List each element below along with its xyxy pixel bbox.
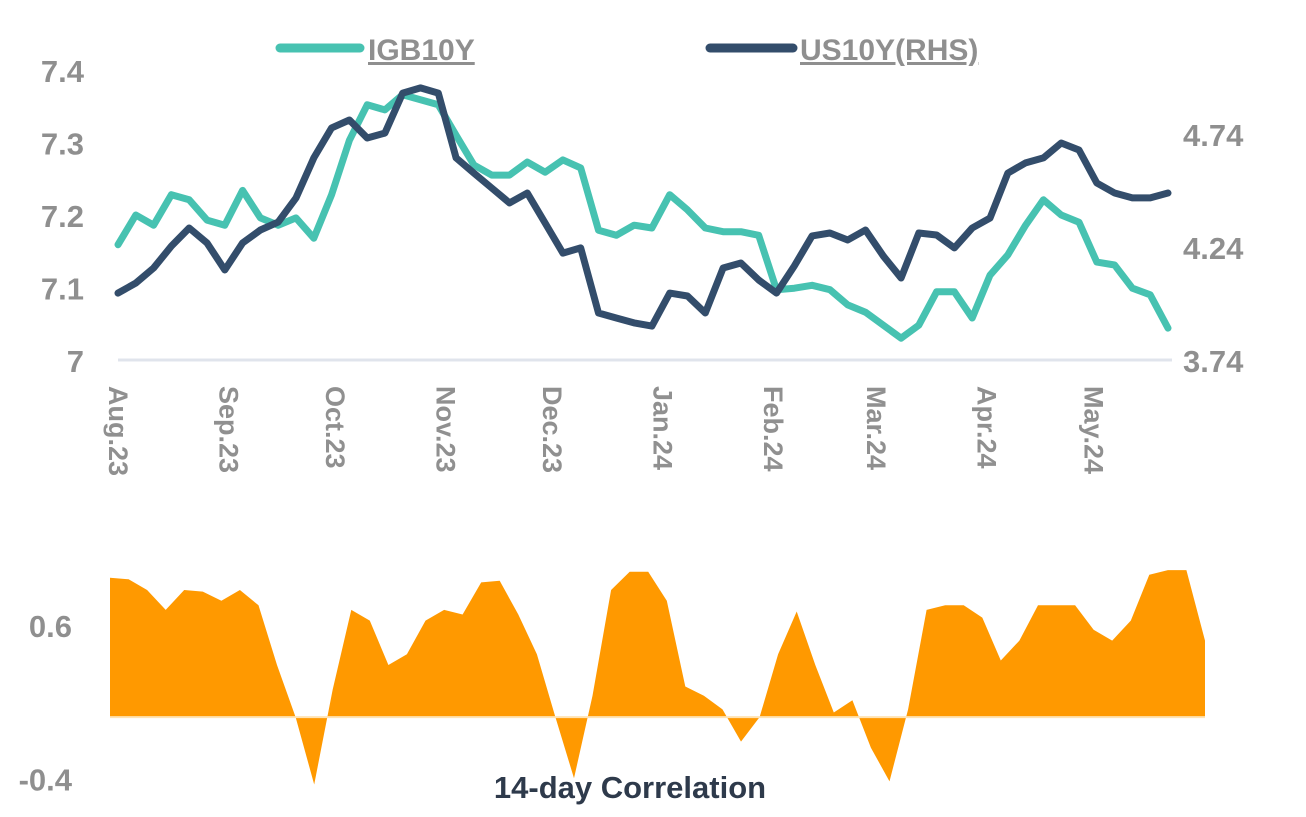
x-tick-label: Mar.24	[861, 386, 891, 470]
top-axes: 7 7.1 7.2 7.3 7.4 3.74 4.24 4.74 Aug.23 Sep.23 Oct…	[41, 54, 1244, 476]
y-left-tick-label: 7.4	[41, 54, 85, 89]
correlation-y-tick-label: 0.6	[29, 609, 72, 644]
x-tick-label: Apr.24	[971, 386, 1001, 469]
y-right-tick-label: 4.74	[1183, 118, 1244, 153]
legend-label-igb10y: IGB10Y	[368, 34, 475, 67]
legend: IGB10Y US10Y(RHS)	[275, 34, 978, 67]
x-tick-label: Oct.23	[320, 386, 350, 469]
correlation-title: 14-day Correlation	[494, 770, 766, 805]
x-tick-label: May.24	[1078, 386, 1108, 474]
correlation-chart: 0.6 -0.4	[19, 570, 1205, 797]
series-line-us10y	[114, 84, 1172, 330]
y-right-tick-label: 4.24	[1183, 231, 1244, 266]
y-left-tick-label: 7	[67, 344, 84, 379]
x-tick-label: Feb.24	[758, 386, 788, 472]
x-tick-label: Aug.23	[103, 386, 133, 476]
x-tick-label: Jan.24	[648, 386, 678, 470]
y-left-tick-label: 7.2	[41, 199, 84, 234]
x-tick-label: Sep.23	[213, 386, 243, 473]
top-lines	[114, 84, 1172, 342]
correlation-area	[110, 570, 1205, 785]
y-left-tick-label: 7.1	[41, 272, 84, 307]
series-line-igb10y	[114, 91, 1172, 342]
x-tick-label: Dec.23	[537, 386, 567, 473]
y-left-tick-label: 7.3	[41, 127, 84, 162]
legend-label-us10y: US10Y(RHS)	[800, 34, 978, 67]
x-tick-label: Nov.23	[430, 386, 460, 473]
y-right-tick-label: 3.74	[1183, 344, 1244, 379]
correlation-y-tick-label: -0.4	[19, 762, 73, 797]
